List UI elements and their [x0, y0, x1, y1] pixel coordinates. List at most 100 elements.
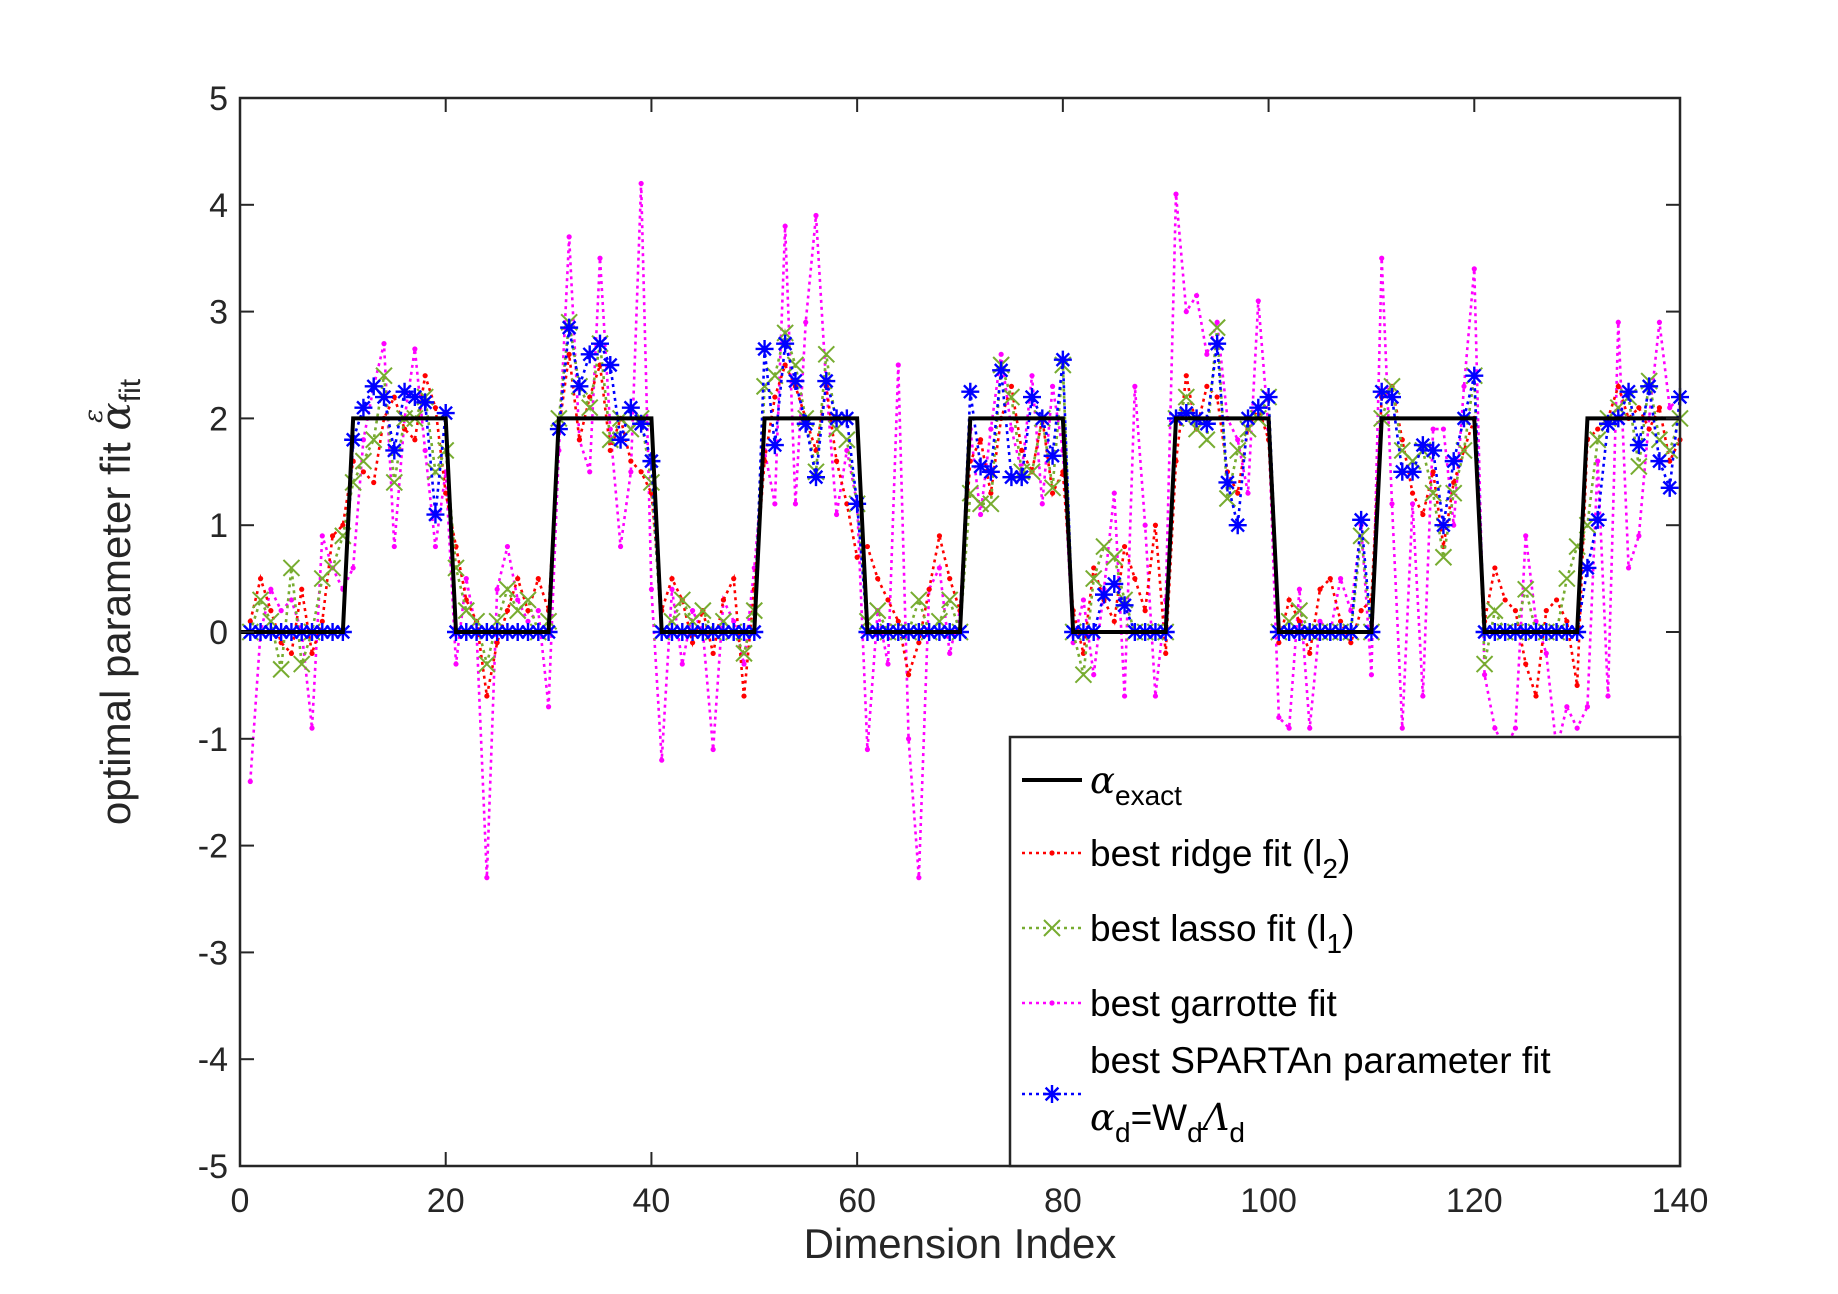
data-point-spartan — [1588, 510, 1607, 529]
data-point-spartan — [560, 318, 579, 337]
data-point-ridge — [566, 351, 572, 357]
data-point-ridge — [1142, 608, 1148, 614]
data-point-garrotte — [545, 704, 552, 710]
data-point-garrotte — [1193, 292, 1200, 299]
data-point-spartan — [1053, 350, 1072, 369]
data-point-garrotte — [864, 746, 871, 753]
data-point-ridge — [1296, 618, 1303, 624]
data-point-garrotte — [1214, 319, 1220, 325]
data-point-lasso — [1074, 666, 1093, 684]
data-point-spartan — [375, 388, 393, 407]
data-point-ridge — [340, 522, 346, 528]
data-point-ridge — [1543, 608, 1549, 614]
data-point-ridge — [772, 394, 778, 400]
data-point-garrotte — [833, 511, 840, 518]
data-point-ridge — [628, 458, 634, 464]
data-point-ridge — [926, 586, 932, 592]
data-point-spartan — [364, 377, 383, 396]
data-point-ridge — [844, 501, 850, 507]
data-point-spartan — [1393, 462, 1412, 481]
data-point-garrotte — [422, 447, 428, 454]
data-point-garrotte — [638, 180, 644, 187]
data-point-garrotte — [679, 661, 685, 667]
data-point-ridge — [329, 533, 336, 539]
data-point-ridge — [607, 447, 613, 454]
data-point-lasso — [1424, 484, 1442, 502]
data-point-ridge — [525, 608, 531, 614]
data-point-spartan — [1095, 585, 1113, 604]
y-axis-label-superscript: ε — [79, 409, 109, 423]
data-point-ridge — [1337, 618, 1344, 624]
data-point-lasso — [365, 431, 383, 449]
data-point-garrotte — [1111, 490, 1117, 496]
data-point-lasso — [694, 601, 712, 620]
data-point-garrotte — [628, 469, 634, 475]
data-point-spartan — [961, 382, 980, 401]
data-point-spartan — [621, 398, 640, 417]
data-point-ridge — [731, 576, 737, 582]
y-tick-label: -3 — [198, 934, 228, 972]
data-point-garrotte — [947, 650, 953, 656]
data-point-ridge — [916, 640, 922, 646]
data-point-garrotte — [1029, 373, 1035, 379]
y-axis-label-subscript: fit — [114, 378, 147, 402]
x-tick-label: 80 — [1044, 1182, 1082, 1220]
data-point-lasso — [293, 655, 311, 673]
data-point-garrotte — [1492, 725, 1498, 731]
data-point-ridge — [360, 469, 367, 475]
data-point-ridge — [299, 586, 305, 592]
data-point-garrotte — [1286, 725, 1292, 731]
data-point-lasso — [1486, 601, 1504, 620]
data-point-ridge — [1512, 608, 1519, 614]
data-point-garrotte — [1636, 533, 1642, 539]
data-point-spartan — [1578, 558, 1597, 577]
data-point-lasso — [1002, 388, 1021, 406]
data-point-garrotte — [1368, 672, 1375, 678]
data-point-garrotte — [1173, 191, 1179, 197]
data-point-ridge — [1420, 511, 1426, 518]
y-axis-label-symbol: α — [91, 402, 140, 430]
data-point-spartan — [591, 334, 609, 353]
series-line-exact — [240, 416, 1680, 634]
data-point-ridge — [689, 640, 696, 646]
data-point-garrotte — [587, 469, 593, 475]
data-point-spartan — [405, 388, 424, 407]
data-point-ridge — [1317, 586, 1323, 592]
data-point-ridge — [422, 373, 428, 379]
data-point-spartan — [1660, 478, 1679, 497]
data-point-garrotte — [494, 586, 500, 592]
data-point-ridge — [391, 394, 397, 400]
data-point-spartan — [416, 393, 435, 412]
data-point-spartan — [1012, 468, 1031, 487]
data-point-garrotte — [689, 608, 696, 614]
legend-marker-ridge — [1049, 850, 1055, 856]
data-point-lasso — [1434, 548, 1453, 566]
legend-label-garrotte: best garrotte fit — [1090, 983, 1338, 1024]
data-point-spartan — [786, 372, 805, 391]
legend-label-spartan-line2: αd=WdΛd — [1090, 1096, 1245, 1148]
data-point-ridge — [1430, 469, 1436, 475]
data-point-spartan — [992, 361, 1011, 380]
data-point-garrotte — [885, 661, 891, 667]
data-point-ridge — [1163, 650, 1169, 656]
y-tick-label: -2 — [198, 828, 228, 866]
data-point-ridge — [432, 405, 439, 411]
data-point-ridge — [484, 693, 490, 699]
data-point-garrotte — [731, 618, 737, 624]
data-point-garrotte — [1204, 351, 1210, 357]
data-point-ridge — [1132, 576, 1138, 582]
data-point-garrotte — [288, 597, 295, 603]
legend: αexact best ridge fit (l2) best lasso fit … — [1008, 735, 1682, 1168]
y-axis-label: optimal parameter fit αfitε — [79, 378, 147, 825]
data-point-spartan — [1629, 436, 1648, 455]
data-point-ridge — [905, 672, 912, 678]
data-point-garrotte — [1440, 426, 1447, 432]
data-point-ridge — [1574, 682, 1580, 689]
data-point-lasso — [323, 559, 342, 577]
data-point-garrotte — [1615, 319, 1621, 325]
x-tick-label: 20 — [427, 1182, 465, 1220]
data-point-garrotte — [597, 255, 603, 261]
data-point-garrotte — [772, 501, 778, 507]
data-point-garrotte — [1430, 426, 1436, 432]
data-point-spartan — [1434, 516, 1453, 535]
